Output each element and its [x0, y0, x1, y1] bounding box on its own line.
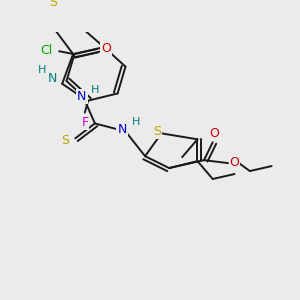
Text: S: S [153, 125, 161, 138]
Text: Cl: Cl [40, 44, 52, 57]
Text: N: N [77, 90, 86, 103]
Text: N: N [48, 72, 57, 85]
Text: H: H [38, 65, 47, 75]
Text: H: H [132, 117, 141, 128]
Text: O: O [230, 156, 239, 169]
Text: S: S [50, 0, 58, 9]
Text: O: O [101, 41, 111, 55]
Text: S: S [61, 134, 70, 147]
Text: O: O [209, 127, 219, 140]
Text: H: H [91, 85, 99, 95]
Text: F: F [81, 116, 88, 129]
Text: N: N [118, 123, 127, 136]
